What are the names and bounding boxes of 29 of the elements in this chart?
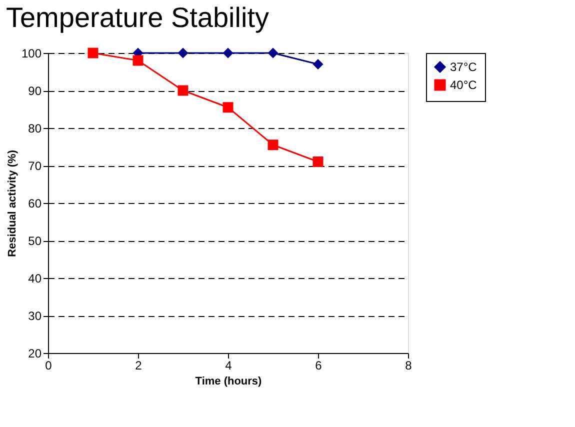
y-tick-label: 90	[28, 84, 42, 98]
x-axis-title: Time (hours)	[195, 376, 262, 388]
legend-label: 40°C	[450, 78, 478, 92]
x-tick-label: 8	[405, 358, 412, 372]
point	[222, 102, 234, 113]
x-tick-label: 6	[315, 358, 322, 372]
y-tick-label: 60	[28, 196, 42, 210]
point	[312, 156, 324, 167]
y-tick-label: 70	[28, 159, 42, 173]
point	[268, 140, 278, 150]
y-tick-label: 50	[28, 234, 42, 248]
x-tick-label: 2	[135, 358, 142, 372]
x-tick-label: 4	[225, 358, 232, 372]
y-tick-label: 100	[21, 46, 42, 60]
y-axis-title: Residual activity (%)	[6, 150, 18, 257]
chart-title: Temperature Stability	[6, 2, 269, 33]
point	[222, 48, 234, 58]
point	[312, 59, 324, 70]
legend-label: 37°C	[450, 60, 478, 74]
y-tick-label: 80	[28, 122, 42, 136]
y-tick-label: 20	[28, 346, 42, 360]
point	[178, 48, 188, 58]
y-tick-label: 30	[28, 309, 42, 323]
point	[88, 48, 98, 58]
point	[178, 85, 188, 96]
y-tick-label: 40	[28, 272, 42, 286]
x-tick-label: 0	[45, 358, 52, 372]
point	[132, 55, 144, 66]
point	[268, 48, 278, 58]
